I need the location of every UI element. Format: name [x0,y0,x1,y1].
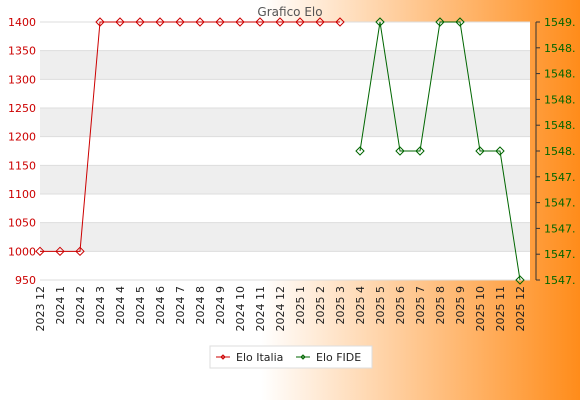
data-point [35,246,45,257]
legend-label: Elo FIDE [316,351,361,364]
y-right-tick-label: 1549. [544,16,576,29]
grid-band [40,50,530,80]
x-tick-label: 2025 7 [414,286,427,325]
plot-area: 950 1000 1050 1100 1150 1200 1250 1300 1350 1400 1… [8,16,576,332]
x-tick-label: 2023 12 [34,286,47,332]
y-right-tick-label: 1547. [544,197,576,210]
data-point [155,17,165,27]
x-tick-label: 2025 5 [374,286,387,325]
legend: Elo Italia Elo FIDE [209,345,373,369]
x-tick-label: 2025 1 [294,286,307,325]
data-point [115,17,125,27]
y-left-tick-label: 1400 [8,16,36,29]
data-point [135,17,145,27]
x-tick-label: 2025 12 [514,286,527,332]
data-point [195,17,205,27]
x-tick-label: 2024 6 [154,286,167,325]
x-tick-label: 2024 5 [134,286,147,325]
data-point [275,17,285,27]
x-tick-label: 2024 2 [74,286,87,325]
grid-band [40,222,530,252]
grid-band [40,165,530,194]
x-tick-label: 2025 2 [314,286,327,325]
legend-label: Elo Italia [236,351,283,364]
chart-title: Grafico Elo [257,5,322,19]
x-tick-label: 2024 3 [94,286,107,325]
data-point [75,246,85,257]
data-point [435,17,445,27]
y-left-tick-label: 1200 [8,131,36,144]
x-tick-label: 2025 9 [454,286,467,325]
data-point [355,146,365,156]
y-right-tick-label: 1548. [544,145,576,158]
x-tick-label: 2024 7 [174,286,187,325]
grid-band [40,108,530,137]
y-left-tick-label: 1250 [8,102,36,115]
y-right-tick-label: 1548. [544,42,576,55]
y-right-tick-label: 1547. [544,171,576,184]
x-tick-label: 2025 6 [394,286,407,325]
x-tick-label: 2025 11 [494,286,507,332]
legend-marker [220,354,226,360]
data-point [55,246,65,257]
legend-box [209,345,373,369]
data-point [415,146,425,156]
data-point [495,146,505,156]
data-point [375,17,385,27]
y-left-tick-label: 1050 [8,217,36,230]
y-right-tick-label: 1547. [544,222,576,235]
x-tick-label: 2025 4 [354,286,367,325]
data-point [235,17,245,27]
series-line [359,21,521,281]
y-right-tick-label: 1548. [544,68,576,81]
legend-marker [300,354,306,360]
x-tick-label: 2024 10 [234,286,247,332]
data-point [175,17,185,27]
x-tick-label: 2024 9 [214,286,227,325]
data-point [95,17,105,27]
series-line [40,21,340,252]
x-tick-label: 2025 8 [434,286,447,325]
data-point [255,17,265,27]
data-point [455,17,465,27]
data-point [295,17,305,27]
data-point [475,146,485,156]
x-tick-label: 2025 10 [474,286,487,332]
x-tick-label: 2024 12 [274,286,287,332]
data-point [215,17,225,27]
y-left-tick-label: 1300 [8,73,36,86]
y-right-tick-label: 1548. [544,119,576,132]
x-tick-label: 2024 4 [114,286,127,325]
y-left-tick-label: 1000 [8,245,36,258]
data-point [335,17,345,27]
x-tick-label: 2024 1 [54,286,67,325]
x-tick-label: 2024 8 [194,286,207,325]
y-left-tick-label: 1150 [8,159,36,172]
y-right-tick-label: 1547. [544,248,576,261]
y-left-tick-label: 1100 [8,188,36,201]
data-point [515,275,525,285]
y-left-tick-label: 1350 [8,45,36,58]
x-tick-label: 2024 11 [254,286,267,332]
y-left-tick-label: 950 [15,274,36,287]
y-right-tick-label: 1547. [544,274,576,287]
x-tick-label: 2025 3 [334,286,347,325]
data-point [315,17,325,27]
data-point [395,146,405,156]
y-right-tick-label: 1548. [544,93,576,106]
